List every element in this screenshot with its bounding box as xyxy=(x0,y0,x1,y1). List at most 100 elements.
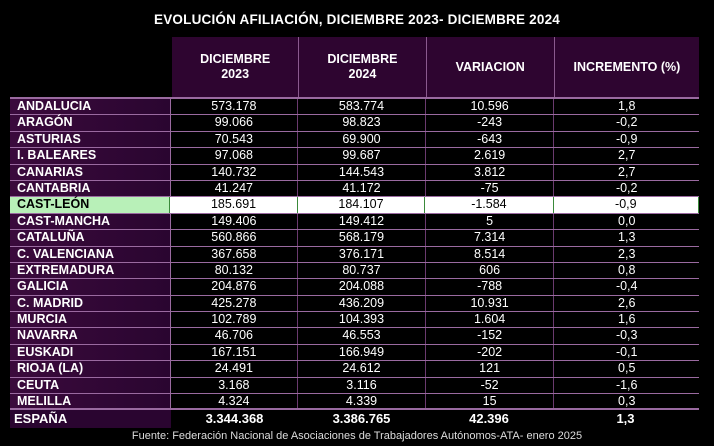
value-2023: 185.691 xyxy=(170,197,298,213)
table-row: I. BALEARES 97.068 99.687 2.619 2,7 xyxy=(10,148,699,165)
value-2023: 367.658 xyxy=(170,246,299,262)
incremento: -0,3 xyxy=(554,328,699,344)
variacion: 8.514 xyxy=(425,246,555,262)
value-2024: 184.107 xyxy=(297,197,426,213)
region-name: CEUTA xyxy=(10,377,171,394)
value-2023: 149.406 xyxy=(170,213,299,230)
value-2024: 104.393 xyxy=(298,312,426,328)
incremento: -0,2 xyxy=(554,115,699,131)
variacion: 7.314 xyxy=(425,230,555,246)
total-incremento: 1,3 xyxy=(616,411,635,426)
value-2024: 436.209 xyxy=(298,295,426,312)
header-dic-2023: DICIEMBRE 2023 xyxy=(172,37,300,97)
value-2023: 102.789 xyxy=(170,312,299,328)
variacion: 10.931 xyxy=(425,295,555,312)
total-variacion: 42.396 xyxy=(469,411,509,426)
table-body: ANDALUCIA 573.178 583.774 10.596 1,8 ARAGÓN 99… xyxy=(10,97,699,411)
incremento: -1,6 xyxy=(554,377,699,394)
variacion: -243 xyxy=(425,115,555,131)
header-dic-2024: DICIEMBRE 2024 xyxy=(299,37,427,97)
total-label: ESPAÑA xyxy=(10,410,171,428)
header-variacion: VARIACION xyxy=(427,37,555,97)
incremento: -0,4 xyxy=(554,279,699,295)
region-name: GALICIA xyxy=(10,279,171,295)
value-2023: 167.151 xyxy=(170,344,299,361)
variacion: 606 xyxy=(425,262,555,279)
value-2024: 149.412 xyxy=(298,213,426,230)
incremento: -0,9 xyxy=(553,197,699,213)
table-row: RIOJA (LA) 24.491 24.612 121 0,5 xyxy=(10,361,699,378)
total-2023: 3.344.368 xyxy=(205,411,264,426)
value-2023: 46.706 xyxy=(170,328,299,344)
value-2024: 3.116 xyxy=(298,377,426,394)
table-row: MURCIA 102.789 104.393 1.604 1,6 xyxy=(10,312,699,329)
value-2024: 204.088 xyxy=(298,279,426,295)
region-name: MELILLA xyxy=(10,394,171,410)
variacion: 3.812 xyxy=(425,164,555,180)
region-name: ANDALUCIA xyxy=(10,99,171,115)
variacion: 5 xyxy=(425,213,555,230)
value-2023: 425.278 xyxy=(170,295,299,312)
incremento: -0,1 xyxy=(554,344,699,361)
value-2024: 4.339 xyxy=(298,394,426,410)
incremento: -0,9 xyxy=(554,131,699,148)
value-2024: 568.179 xyxy=(298,230,426,246)
region-name: EXTREMADURA xyxy=(10,262,171,279)
table-row: ASTURIAS 70.543 69.900 -643 -0,9 xyxy=(10,131,699,149)
incremento: 2,7 xyxy=(554,148,699,164)
incremento: 0,0 xyxy=(554,213,699,230)
table-row: MELILLA 4.324 4.339 15 0,3 xyxy=(10,394,699,411)
variacion: -643 xyxy=(425,131,555,148)
value-2024: 166.949 xyxy=(298,344,426,361)
region-name: CAST-LEÓN xyxy=(10,197,171,213)
total-row: ESPAÑA 3.344.368 3.386.765 42.396 1,3 xyxy=(10,408,699,428)
value-2023: 80.132 xyxy=(170,262,299,279)
table-row: CATALUÑA 560.866 568.179 7.314 1,3 xyxy=(10,230,699,247)
table-row: ARAGÓN 99.066 98.823 -243 -0,2 xyxy=(10,115,699,132)
value-2023: 140.732 xyxy=(170,164,299,180)
header-incremento: INCREMENTO (%) xyxy=(573,59,681,74)
region-name: EUSKADI xyxy=(10,344,171,361)
value-2023: 70.543 xyxy=(170,131,299,148)
value-2024: 24.612 xyxy=(298,361,426,377)
value-2024: 46.553 xyxy=(298,328,426,344)
value-2023: 573.178 xyxy=(170,99,299,115)
region-name: CAST-MANCHA xyxy=(10,213,171,230)
value-2024: 69.900 xyxy=(298,131,426,148)
value-2024: 99.687 xyxy=(298,148,426,164)
variacion: 10.596 xyxy=(425,99,555,115)
table-row: EXTREMADURA 80.132 80.737 606 0,8 xyxy=(10,262,699,280)
table-row: CAST-LEÓN 185.691 184.107 -1.584 -0,9 xyxy=(10,197,699,214)
region-name: CANTABRIA xyxy=(10,180,171,197)
source-footer: Fuente: Federación Nacional de Asociacio… xyxy=(131,430,583,442)
value-2024: 583.774 xyxy=(298,99,426,115)
incremento: 2,6 xyxy=(554,295,699,312)
table-header: DICIEMBRE 2023 DICIEMBRE 2024 VARIACION … xyxy=(172,37,699,97)
value-2024: 144.543 xyxy=(298,164,426,180)
incremento: 1,3 xyxy=(554,230,699,246)
value-2023: 3.168 xyxy=(170,377,299,394)
table-row: CANTABRIA 41.247 41.172 -75 -0,2 xyxy=(10,180,699,198)
value-2023: 99.066 xyxy=(170,115,299,131)
variacion: 121 xyxy=(425,361,555,377)
table-row: GALICIA 204.876 204.088 -788 -0,4 xyxy=(10,279,699,296)
total-2024: 3.386.765 xyxy=(332,411,391,426)
region-name: MURCIA xyxy=(10,312,171,328)
value-2023: 204.876 xyxy=(170,279,299,295)
table-row: NAVARRA 46.706 46.553 -152 -0,3 xyxy=(10,328,699,345)
incremento: 0,5 xyxy=(554,361,699,377)
region-name: ASTURIAS xyxy=(10,131,171,148)
incremento: -0,2 xyxy=(554,180,699,197)
region-name: ARAGÓN xyxy=(10,115,171,131)
value-2024: 80.737 xyxy=(298,262,426,279)
table-row: CAST-MANCHA 149.406 149.412 5 0,0 xyxy=(10,213,699,231)
region-name: I. BALEARES xyxy=(10,148,171,164)
variacion: 15 xyxy=(425,394,555,410)
variacion: 1.604 xyxy=(425,312,555,328)
value-2024: 376.171 xyxy=(298,246,426,262)
region-name: C. MADRID xyxy=(10,295,171,312)
variacion: -202 xyxy=(425,344,555,361)
value-2023: 24.491 xyxy=(170,361,299,377)
value-2023: 560.866 xyxy=(170,230,299,246)
variacion: -75 xyxy=(425,180,555,197)
